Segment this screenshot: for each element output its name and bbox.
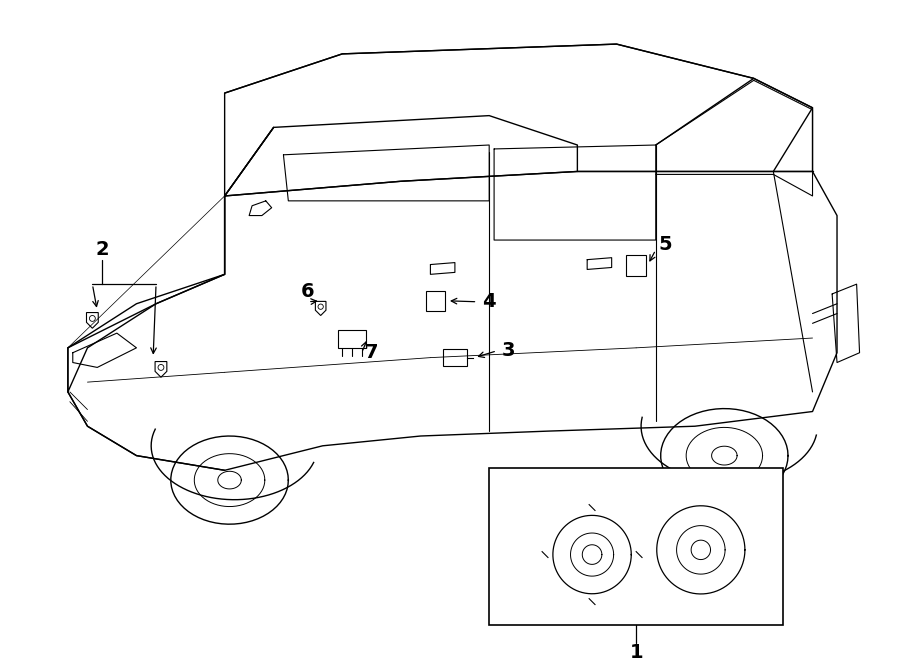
Text: 7: 7 [364, 343, 378, 362]
Text: 4: 4 [482, 292, 496, 311]
Bar [490, 469, 783, 625]
Text: 2: 2 [95, 241, 109, 259]
Text: 6: 6 [302, 282, 315, 301]
Text: 3: 3 [502, 341, 516, 360]
Text: 1: 1 [629, 643, 643, 661]
Text: 5: 5 [659, 235, 672, 254]
